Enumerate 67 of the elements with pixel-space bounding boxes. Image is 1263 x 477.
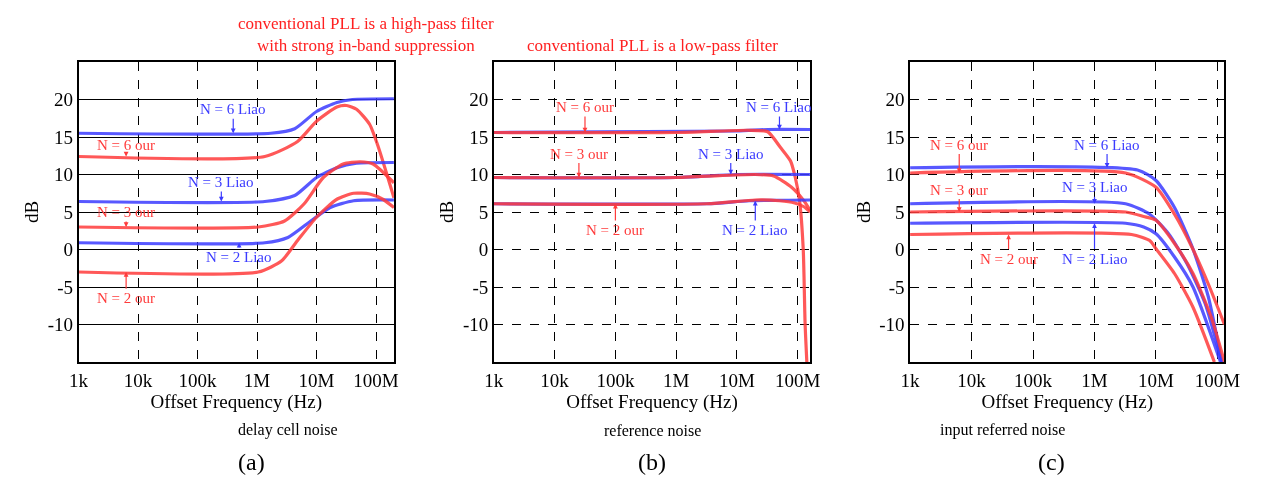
x-axis-title: Offset Frequency (Hz) bbox=[981, 390, 1154, 413]
y-tick-label: -10 bbox=[47, 314, 74, 336]
x-tick-label: 100M bbox=[353, 369, 399, 391]
y-tick-label: -10 bbox=[462, 314, 489, 336]
y-tick-label: 0 bbox=[895, 239, 905, 261]
y-tick-label: 20 bbox=[54, 89, 74, 111]
y-tick-label: -10 bbox=[879, 314, 905, 336]
annotation: N = 3 Liao bbox=[1062, 179, 1128, 195]
text: (a) bbox=[238, 449, 265, 475]
y-tick-label: 0 bbox=[478, 239, 489, 261]
y-tick-label: 15 bbox=[885, 126, 905, 148]
text: (b) bbox=[638, 449, 666, 475]
text: (c) bbox=[1038, 449, 1065, 475]
annotation: N = 6 our bbox=[97, 137, 156, 153]
x-tick-label: 10k bbox=[540, 369, 570, 391]
annotation: N = 2 our bbox=[980, 251, 1039, 267]
y-tick-label: 15 bbox=[469, 126, 489, 148]
y-tick-label: 5 bbox=[895, 201, 905, 223]
x-tick-label: 1M bbox=[663, 369, 690, 391]
annotation: N = 2 Liao bbox=[722, 222, 788, 238]
y-tick-label: -5 bbox=[57, 276, 74, 298]
text: delay cell noise bbox=[238, 421, 338, 439]
x-tick-label: 10M bbox=[298, 369, 335, 391]
annotation: N = 2 Liao bbox=[206, 249, 272, 265]
x-tick-label: 10M bbox=[719, 369, 756, 391]
y-tick-label: 10 bbox=[54, 164, 74, 186]
text: input referred noise bbox=[940, 421, 1066, 439]
y-tick-label: 10 bbox=[885, 164, 905, 186]
x-tick-label: 100k bbox=[1014, 369, 1053, 391]
annotation: N = 3 our bbox=[550, 146, 609, 162]
text: reference noise bbox=[604, 422, 702, 439]
y-axis-title: dB bbox=[852, 200, 874, 224]
x-tick-label: 100k bbox=[178, 369, 218, 391]
x-tick-label: 1M bbox=[243, 369, 271, 391]
annotation: N = 6 Liao bbox=[1074, 137, 1140, 153]
annotation: N = 6 our bbox=[556, 99, 615, 115]
x-tick-label: 10M bbox=[1138, 369, 1175, 391]
annotation: N = 3 Liao bbox=[188, 174, 254, 190]
x-tick-label: 1k bbox=[484, 369, 504, 391]
y-tick-label: 15 bbox=[54, 126, 74, 148]
y-tick-label: 20 bbox=[469, 89, 489, 111]
annotation: N = 2 Liao bbox=[1062, 251, 1128, 267]
y-tick-label: 0 bbox=[63, 239, 74, 261]
annotation: N = 3 Liao bbox=[698, 146, 764, 162]
y-axis-title: dB bbox=[436, 200, 458, 224]
x-tick-label: 100M bbox=[775, 369, 821, 391]
y-axis-title: dB bbox=[21, 200, 43, 224]
y-tick-label: 10 bbox=[469, 164, 489, 186]
annotation: N = 2 our bbox=[586, 222, 645, 238]
x-tick-label: 100k bbox=[596, 369, 635, 391]
x-tick-label: 1M bbox=[1081, 369, 1108, 391]
x-tick-label: 10k bbox=[957, 369, 987, 391]
y-tick-label: 5 bbox=[63, 201, 74, 223]
y-tick-label: 5 bbox=[478, 201, 489, 223]
annotation: N = 6 Liao bbox=[200, 101, 266, 117]
chart-title: conventional PLL is a high-pass filter with strong in-band suppression bbox=[238, 14, 495, 56]
chart-title: conventional PLL is a low-pass filter bbox=[527, 36, 779, 55]
y-tick-label: 20 bbox=[885, 89, 905, 111]
y-tick-label: -5 bbox=[888, 276, 905, 298]
x-axis-title: Offset Frequency (Hz) bbox=[566, 390, 738, 413]
x-tick-label: 100M bbox=[1194, 369, 1241, 391]
x-tick-label: 10k bbox=[123, 369, 153, 391]
x-tick-label: 1k bbox=[900, 369, 921, 391]
annotation: N = 6 our bbox=[930, 137, 989, 153]
x-axis-title: Offset Frequency (Hz) bbox=[150, 390, 323, 413]
y-tick-label: -5 bbox=[472, 276, 489, 298]
x-tick-label: 1k bbox=[69, 369, 89, 391]
